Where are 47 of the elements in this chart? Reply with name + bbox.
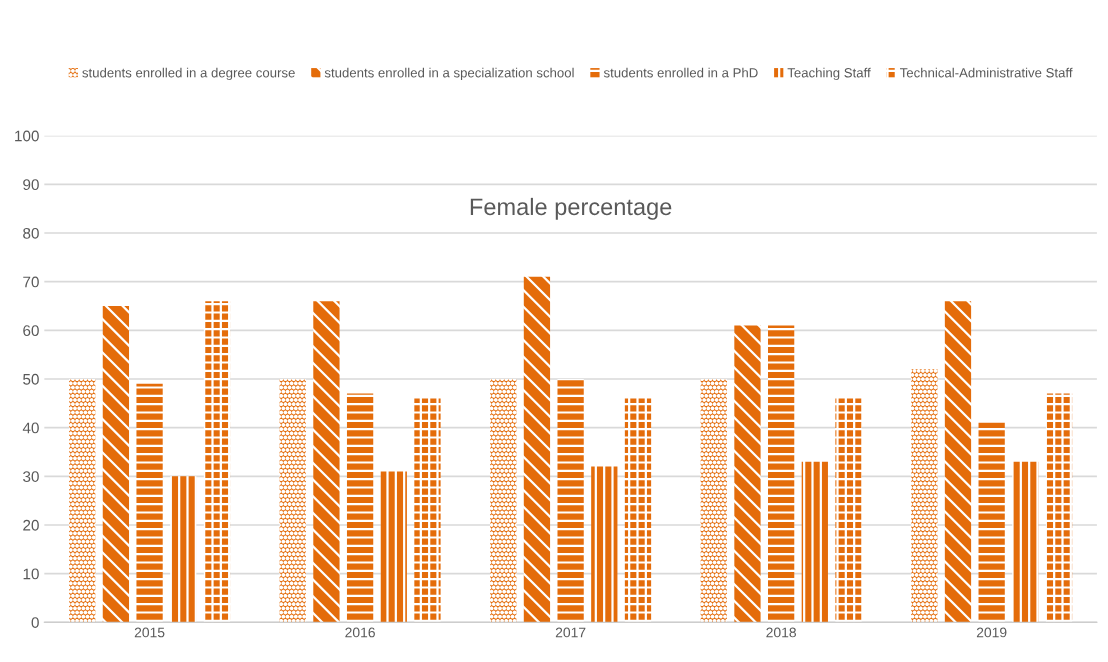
y-tick-label: 0 (31, 617, 39, 628)
bar (801, 461, 828, 623)
bar (523, 276, 551, 623)
bar (69, 378, 96, 623)
legend-label: Teaching Staff (787, 67, 871, 81)
x-tick-label: 2016 (345, 627, 375, 638)
bar (170, 476, 197, 623)
y-tick-label: 40 (22, 422, 39, 434)
legend-label: students enrolled in a PhD (603, 67, 758, 78)
bar (1012, 461, 1039, 623)
y-tick-label: 90 (23, 179, 39, 191)
y-tick-label: 20 (23, 519, 39, 531)
bar (591, 466, 618, 623)
legend-label: students enrolled in a degree course (82, 67, 295, 81)
x-tick-label: 2018 (766, 627, 796, 638)
bar (313, 301, 340, 623)
bar (380, 471, 407, 623)
bar (136, 383, 163, 623)
y-tick-label: 30 (23, 471, 39, 482)
legend-label: students enrolled in a specialization school (324, 67, 574, 81)
bar (557, 378, 584, 623)
bar (279, 378, 306, 623)
bar (978, 422, 1005, 623)
y-tick-label: 70 (23, 276, 39, 288)
bar (490, 378, 517, 623)
text: Female percentage (470, 197, 672, 220)
x-tick-label: 2019 (976, 627, 1007, 638)
bar (624, 398, 652, 623)
bar (102, 306, 130, 623)
bar (768, 325, 795, 623)
bar (414, 398, 441, 623)
bar (911, 369, 938, 623)
bar (734, 325, 761, 623)
bar (700, 378, 727, 623)
bar (1045, 393, 1073, 623)
y-tick-label: 50 (23, 373, 39, 385)
bar (203, 301, 231, 623)
y-tick-label: 100 (15, 130, 39, 142)
y-tick-label: 60 (23, 325, 39, 337)
legend-label: Technical-Administrative Staff (899, 67, 1073, 78)
y-tick-label: 10 (23, 568, 39, 580)
y-tick-label: 80 (23, 227, 39, 239)
bar (835, 398, 862, 623)
bar (944, 301, 972, 623)
x-tick-label: 2015 (134, 627, 165, 638)
x-tick-label: 2017 (555, 627, 586, 638)
bar (346, 393, 374, 623)
